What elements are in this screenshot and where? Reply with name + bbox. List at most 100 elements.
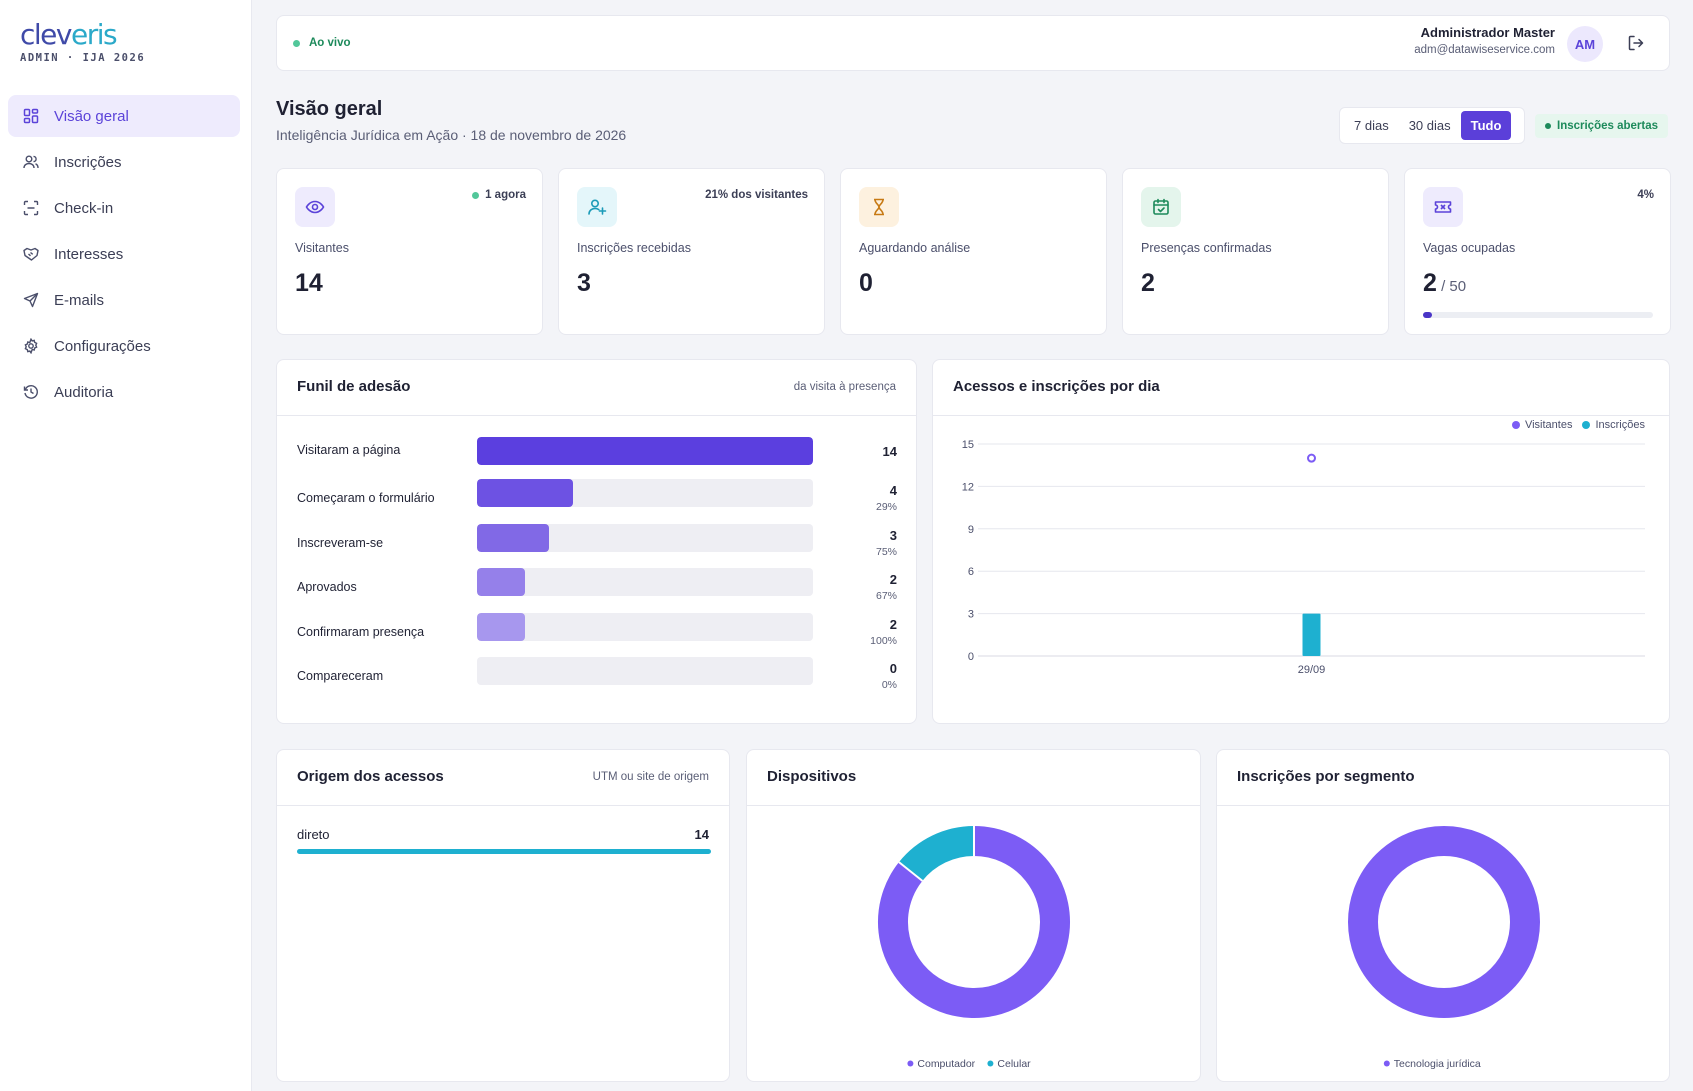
avatar[interactable]: AM xyxy=(1567,26,1603,62)
devices-card-header: Dispositivos xyxy=(747,750,1200,806)
funnel-row: Começaram o formulário 4 29% xyxy=(297,479,897,519)
sidebar: cleveris ADMIN · IJA 2026 Visão geral In… xyxy=(0,0,252,1091)
ticket-icon xyxy=(1423,187,1463,227)
segments-title: Inscrições por segmento xyxy=(1237,768,1415,785)
logout-icon[interactable] xyxy=(1627,34,1645,52)
y-tick-label: 0 xyxy=(968,651,974,663)
legend-dot-icon xyxy=(907,1060,914,1067)
segments-card-header: Inscrições por segmento xyxy=(1217,750,1669,806)
y-tick-label: 12 xyxy=(962,481,974,493)
user-info: Administrador Master adm@datawiseservice… xyxy=(1414,25,1555,56)
y-tick-label: 6 xyxy=(968,566,974,578)
devices-card: Dispositivos Computador Celular xyxy=(746,749,1201,1082)
sidebar-item-configuracoes[interactable]: Configurações xyxy=(8,325,240,367)
occupancy-progress-bar xyxy=(1423,312,1653,318)
sidebar-item-label: Interesses xyxy=(54,245,124,263)
funnel-row: Inscreveram-se 3 75% xyxy=(297,524,897,564)
logo-subtitle: ADMIN · IJA 2026 xyxy=(20,52,146,64)
funnel-row-percent: 0% xyxy=(881,679,897,691)
funnel-row-value: 2 xyxy=(889,572,897,587)
user-name: Administrador Master xyxy=(1420,25,1555,40)
legend-dot-icon xyxy=(1383,1060,1390,1067)
funnel-bar xyxy=(477,524,549,552)
sidebar-item-interesses[interactable]: Interesses xyxy=(8,233,240,275)
stat-live-count: 1 agora xyxy=(472,189,526,201)
occupancy-progress-fill xyxy=(1423,312,1433,318)
sidebar-item-label: Configurações xyxy=(54,337,151,355)
funnel-row-value: 2 xyxy=(889,617,897,632)
stat-card-presencas: Presenças confirmadas 2 xyxy=(1122,168,1389,335)
funnel-note: da visita à presença xyxy=(793,381,896,393)
send-icon xyxy=(22,291,40,309)
stat-card-visitantes: 1 agora Visitantes 14 xyxy=(276,168,543,335)
live-dot-icon xyxy=(472,191,480,199)
funnel-card-header: Funil de adesão da visita à presença xyxy=(277,360,916,416)
funnel-bar-track xyxy=(477,437,813,465)
stat-value: 0 xyxy=(859,269,873,297)
devices-donut-chart: Computador Celular xyxy=(878,826,1070,1070)
sidebar-item-label: E-mails xyxy=(54,291,105,309)
funnel-row-percent: 75% xyxy=(875,546,897,558)
brand-logo[interactable]: cleveris ADMIN · IJA 2026 xyxy=(20,20,146,65)
daily-chart-header: Acessos e inscrições por dia xyxy=(933,360,1669,416)
sidebar-item-e-mails[interactable]: E-mails xyxy=(8,279,240,321)
funnel-row-label: Aprovados xyxy=(297,580,357,594)
stat-value: 3 xyxy=(577,269,591,297)
sidebar-item-label: Inscrições xyxy=(54,153,122,171)
stat-value-suffix: / 50 xyxy=(1436,278,1467,295)
page-subtitle: Inteligência Jurídica em Ação · 18 de no… xyxy=(276,127,627,143)
funnel-bar xyxy=(477,437,813,465)
segments-donut-chart: Tecnologia jurídica xyxy=(1348,826,1540,1070)
stat-label: Inscrições recebidas xyxy=(577,241,691,255)
range-all-button[interactable]: Tudo xyxy=(1460,111,1512,140)
legend-label: Computador xyxy=(917,1058,975,1070)
funnel-bar-track xyxy=(477,479,813,507)
range-7-days-button[interactable]: 7 dias xyxy=(1354,118,1389,133)
funnel-row-value: 4 xyxy=(889,483,897,498)
sidebar-item-label: Visão geral xyxy=(54,107,129,125)
stat-card-vagas: 4% Vagas ocupadas 2 / 50 xyxy=(1404,168,1671,335)
user-plus-icon xyxy=(577,187,617,227)
donut-slice-celular xyxy=(898,826,975,882)
bar-inscricoes xyxy=(1302,613,1321,656)
stat-label: Presenças confirmadas xyxy=(1141,241,1272,255)
users-icon xyxy=(22,153,40,171)
stat-value: 14 xyxy=(295,269,323,297)
sidebar-item-label: Check-in xyxy=(54,199,114,217)
funnel-row-label: Compareceram xyxy=(297,669,384,683)
origin-row-bar xyxy=(297,849,711,854)
funnel-row-label: Visitaram a página xyxy=(297,443,401,457)
top-bar: Ao vivo Administrador Master adm@datawis… xyxy=(276,15,1670,71)
funnel-row-value: 0 xyxy=(889,661,897,676)
devices-title: Dispositivos xyxy=(767,768,857,785)
live-dot-icon xyxy=(293,39,300,47)
funnel-row: Confirmaram presença 2 100% xyxy=(297,613,897,653)
donut-slice-tecnologia-jurídica xyxy=(1348,826,1540,1018)
stat-label: Vagas ocupadas xyxy=(1423,241,1516,255)
origin-note: UTM ou site de origem xyxy=(592,771,709,783)
legend-item-visitantes: Visitantes xyxy=(1511,419,1572,431)
sidebar-item-auditoria[interactable]: Auditoria xyxy=(8,371,240,413)
legend-item-inscricoes: Inscrições xyxy=(1582,419,1645,431)
range-30-days-button[interactable]: 30 dias xyxy=(1408,118,1451,133)
funnel-row: Compareceram 0 0% xyxy=(297,657,897,697)
origin-card-header: Origem dos acessos UTM ou site de origem xyxy=(277,750,729,806)
x-tick-label: 29/09 xyxy=(1298,664,1326,676)
funnel-row: Aprovados 2 67% xyxy=(297,568,897,608)
funnel-bar-track xyxy=(477,524,813,552)
history-icon xyxy=(22,383,40,401)
sidebar-item-inscricoes[interactable]: Inscrições xyxy=(8,141,240,183)
stat-value: 2 / 50 xyxy=(1423,269,1467,297)
status-dot-icon xyxy=(1545,123,1551,129)
funnel-bar xyxy=(477,568,525,596)
point-visitantes xyxy=(1307,453,1316,463)
status-badge: Inscrições abertas xyxy=(1535,114,1669,138)
sidebar-item-check-in[interactable]: Check-in xyxy=(8,187,240,229)
page-title: Visão geral xyxy=(276,98,383,120)
donut-slice-computador xyxy=(878,826,1070,1018)
y-tick-label: 15 xyxy=(962,439,974,451)
stat-card-aguardando: Aguardando análise 0 xyxy=(840,168,1107,335)
legend-label: Celular xyxy=(997,1058,1031,1070)
funnel-card: Funil de adesão da visita à presença Vis… xyxy=(276,359,917,724)
sidebar-item-visao-geral[interactable]: Visão geral xyxy=(8,95,240,137)
